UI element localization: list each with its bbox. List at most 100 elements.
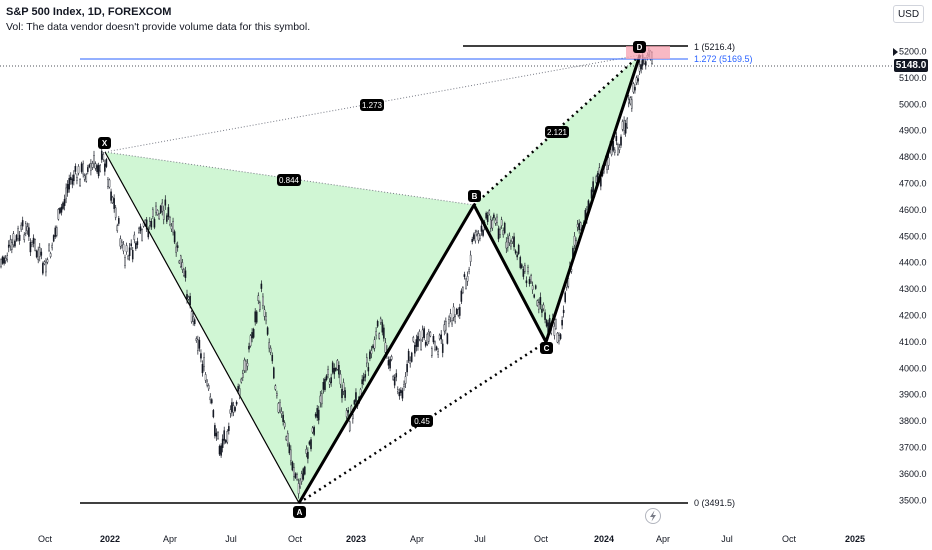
currency-button[interactable]: USD xyxy=(893,5,924,23)
candle-body xyxy=(395,373,398,378)
candle-body xyxy=(31,242,33,245)
candle-body xyxy=(150,220,153,228)
candle-body xyxy=(291,461,294,471)
candle-body xyxy=(259,302,261,311)
candle-body xyxy=(15,235,18,241)
candle-body xyxy=(156,209,159,215)
candle-body xyxy=(472,234,475,240)
candle-body xyxy=(629,97,632,105)
candle-body xyxy=(528,279,531,284)
candle-body xyxy=(110,191,112,201)
candle-body xyxy=(285,436,288,441)
candle-body xyxy=(474,232,477,242)
candle-body xyxy=(207,385,210,390)
candle-body xyxy=(133,234,136,240)
time-tick-label: Oct xyxy=(38,534,53,544)
candle-body xyxy=(189,295,191,306)
ac-dotted-line xyxy=(298,340,547,505)
lightning-icon[interactable] xyxy=(645,508,661,524)
candle-body xyxy=(435,346,438,350)
point-label-d[interactable]: D xyxy=(633,41,646,53)
time-tick-label: Oct xyxy=(288,534,303,544)
bd-dotted-line xyxy=(473,54,641,206)
candle-body xyxy=(266,327,269,335)
candle-body xyxy=(170,225,173,230)
candle-body xyxy=(251,332,253,339)
candle-body xyxy=(479,235,481,240)
candle-body xyxy=(245,360,247,372)
candle-body xyxy=(454,316,456,322)
candle-body xyxy=(555,319,557,329)
svg-text:C: C xyxy=(544,344,550,353)
candle-body xyxy=(141,229,143,241)
time-tick-label: 2022 xyxy=(100,534,120,544)
candle-body xyxy=(172,221,174,233)
price-tick-label: 4100.0 xyxy=(899,337,927,347)
candle-body xyxy=(304,466,306,475)
candle-body xyxy=(545,320,548,327)
svg-text:1.273: 1.273 xyxy=(362,101,383,110)
candle-body xyxy=(279,402,281,411)
candle-body xyxy=(324,379,326,391)
candle-body xyxy=(393,377,396,386)
candle-body xyxy=(122,244,125,252)
candle-body xyxy=(542,304,545,309)
candle-body xyxy=(217,432,219,439)
point-label-a[interactable]: A xyxy=(293,506,306,518)
candle-body xyxy=(136,241,139,245)
candle-body xyxy=(308,441,311,445)
candle-body xyxy=(319,395,322,403)
candle-body xyxy=(252,328,255,338)
candle-body xyxy=(43,261,46,265)
candle-body xyxy=(448,319,450,324)
candle-body xyxy=(420,339,422,350)
candle-body xyxy=(124,257,126,266)
time-tick-label: Jul xyxy=(474,534,486,544)
chart-title: S&P 500 Index, 1D, FOREXCOM xyxy=(6,6,172,18)
price-tick-label: 4300.0 xyxy=(899,284,927,294)
candle-body xyxy=(276,393,278,396)
candle-body xyxy=(441,343,444,353)
candle-body xyxy=(336,360,339,370)
candle-body xyxy=(626,118,628,128)
candle-body xyxy=(215,432,218,437)
candle-body xyxy=(620,136,622,146)
candle-body xyxy=(534,285,537,289)
candle-body xyxy=(485,212,487,219)
candle-body xyxy=(234,407,236,411)
candle-body xyxy=(277,403,280,413)
candle-body xyxy=(564,292,566,303)
time-tick-label: 2023 xyxy=(346,534,366,544)
time-axis[interactable]: Oct 2022 Apr Jul Oct 2023 Apr Jul Oct 2024 Apr Jul O… xyxy=(38,534,865,544)
candle-body xyxy=(376,321,379,327)
candle-body xyxy=(282,414,284,423)
candle-body xyxy=(530,275,532,283)
candle-body xyxy=(468,269,470,272)
candle-body xyxy=(228,426,230,432)
time-tick-label: 2025 xyxy=(845,534,865,544)
candle-body xyxy=(223,430,226,441)
candle-body xyxy=(193,319,196,325)
candle-body xyxy=(505,241,508,249)
candle-body xyxy=(173,231,176,243)
candle-body xyxy=(316,408,319,418)
candle-body xyxy=(158,213,160,220)
point-label-b[interactable]: B xyxy=(468,190,481,202)
candle-body xyxy=(443,324,446,332)
candle-body xyxy=(210,399,213,404)
candle-body xyxy=(119,238,122,247)
candle-body xyxy=(186,294,188,300)
candle-body xyxy=(20,224,22,230)
point-label-x[interactable]: X xyxy=(98,137,111,149)
candle-body xyxy=(384,342,387,353)
candle-body xyxy=(635,77,638,84)
candle-body xyxy=(466,275,469,282)
level-bottom-label: 0 (3491.5) xyxy=(694,498,735,508)
point-label-c[interactable]: C xyxy=(540,342,553,354)
candle-body xyxy=(99,165,101,172)
candle-body xyxy=(307,451,309,459)
candle-body xyxy=(627,99,630,104)
price-axis[interactable]: 5200.0 5100.0 5000.0 4900.0 4800.0 4700.0 4600… xyxy=(899,47,927,506)
xab-triangle-fill xyxy=(105,152,474,503)
